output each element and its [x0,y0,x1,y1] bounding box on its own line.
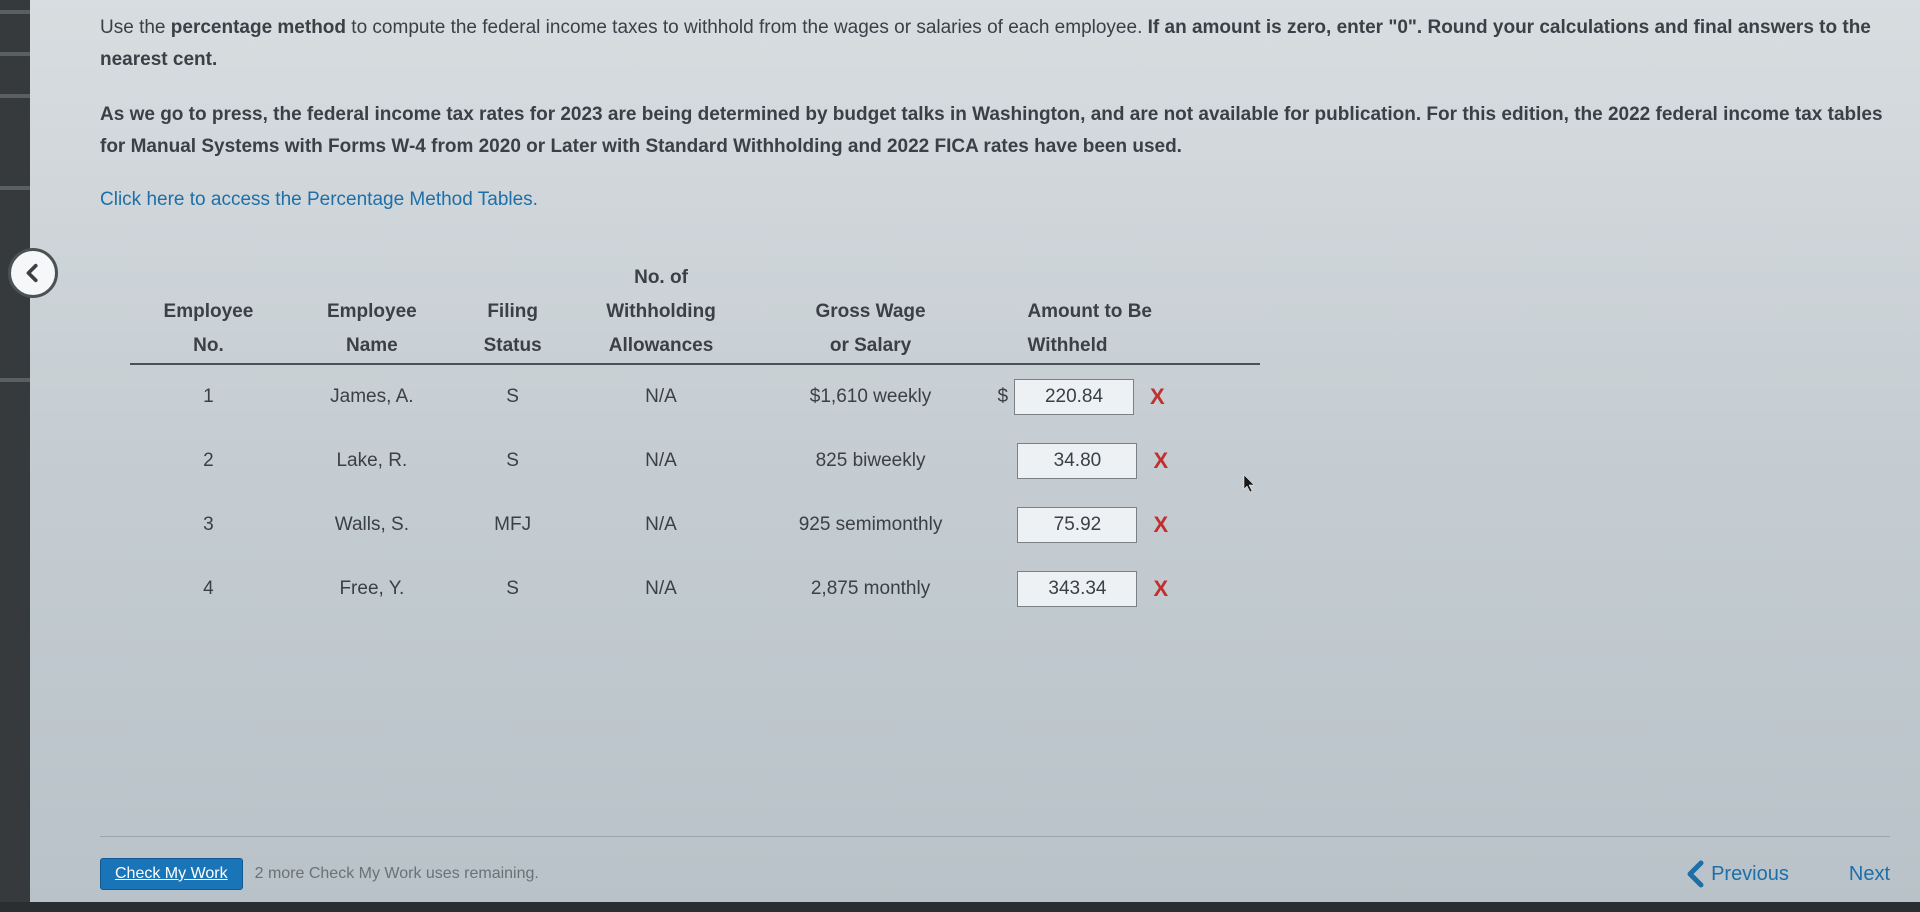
withholding-table-wrapper: No. of Employee Employee Filing Withhold… [130,261,1260,621]
cell-emp-no: 3 [130,493,287,557]
col-header-filing-top: Filing [457,295,569,329]
table-row: 3Walls, S.MFJN/A925 semimonthly X [130,493,1260,557]
col-header-empno-top: Employee [130,295,287,329]
cell-gross-wage: $1,610 weekly [754,364,988,429]
col-header-filing-bot: Status [457,329,569,364]
col-header-allow-top: Withholding [568,295,753,329]
cell-gross-wage: 825 biweekly [754,429,988,493]
check-my-work-button[interactable]: Check My Work [100,858,243,890]
nav-back-button[interactable] [8,248,58,298]
cell-emp-no: 2 [130,429,287,493]
cell-filing-status: MFJ [457,493,569,557]
amount-input[interactable] [1014,379,1134,415]
incorrect-x-icon: X [1153,512,1168,538]
instruction-post: to compute the federal income taxes to w… [346,17,1148,38]
withholding-table: No. of Employee Employee Filing Withhold… [130,261,1260,621]
col-header-allow-bot: Allowances [568,329,753,364]
amount-input[interactable] [1017,443,1137,479]
chevron-left-icon [22,262,44,284]
footer-divider [100,836,1890,837]
cell-emp-name: James, A. [287,364,457,429]
table-row: 2Lake, R.SN/A825 biweekly X [130,429,1260,493]
col-header-wage-bot: or Salary [754,329,988,364]
previous-link[interactable]: Previous [1687,860,1789,888]
percentage-tables-link[interactable]: Click here to access the Percentage Meth… [100,189,538,210]
cell-filing-status: S [457,557,569,621]
previous-label: Previous [1711,863,1789,886]
amount-input[interactable] [1017,507,1137,543]
cell-emp-name: Walls, S. [287,493,457,557]
dollar-sign: $ [997,386,1008,408]
table-row: 1James, A.SN/A$1,610 weekly$X [130,364,1260,429]
col-header-amount-bot: Withheld [987,329,1260,364]
table-row: 4Free, Y.SN/A2,875 monthly X [130,557,1260,621]
mouse-cursor-icon [1242,473,1258,499]
incorrect-x-icon: X [1153,448,1168,474]
instruction-method-bold: percentage method [171,17,346,38]
press-note: As we go to press, the federal income ta… [100,99,1890,164]
cell-allowances: N/A [568,557,753,621]
col-header-empno-bot: No. [130,329,287,364]
cell-emp-no: 1 [130,364,287,429]
chevron-left-icon [1687,860,1705,888]
bottom-edge [0,902,1920,912]
cell-amount: $X [987,364,1260,429]
col-header-name-top: Employee [287,295,457,329]
amount-input[interactable] [1017,571,1137,607]
rail-tick [0,378,30,382]
cell-emp-name: Free, Y. [287,557,457,621]
cell-emp-no: 4 [130,557,287,621]
cell-gross-wage: 925 semimonthly [754,493,988,557]
col-header-empno [130,261,287,295]
col-header-wage-top: Gross Wage [754,295,988,329]
cell-filing-status: S [457,364,569,429]
col-header-name-bot: Name [287,329,457,364]
col-header-wage [754,261,988,295]
uses-remaining-text: 2 more Check My Work uses remaining. [255,865,539,883]
rail-tick [0,52,30,56]
incorrect-x-icon: X [1153,576,1168,602]
content-area: Use the percentage method to compute the… [0,0,1920,621]
col-header-name [287,261,457,295]
cell-amount: X [987,557,1260,621]
cell-emp-name: Lake, R. [287,429,457,493]
col-header-allow-pre: No. of [568,261,753,295]
cell-amount: X [987,429,1260,493]
rail-tick [0,186,30,190]
nav-links: Previous Next [1687,860,1890,888]
instruction-pre: Use the [100,17,171,38]
cell-allowances: N/A [568,364,753,429]
rail-tick [0,94,30,98]
cell-filing-status: S [457,429,569,493]
next-label: Next [1849,863,1890,886]
col-header-amount-top: Amount to Be [987,295,1260,329]
col-header-filing [457,261,569,295]
rail-tick [0,10,30,14]
left-rail [0,0,30,912]
incorrect-x-icon: X [1150,384,1165,410]
cell-allowances: N/A [568,493,753,557]
footer-bar: Check My Work 2 more Check My Work uses … [100,858,1920,890]
instruction-paragraph: Use the percentage method to compute the… [100,12,1890,77]
col-header-amount [987,261,1260,295]
cell-allowances: N/A [568,429,753,493]
next-link[interactable]: Next [1849,863,1890,886]
cell-gross-wage: 2,875 monthly [754,557,988,621]
cell-amount: X [987,493,1260,557]
